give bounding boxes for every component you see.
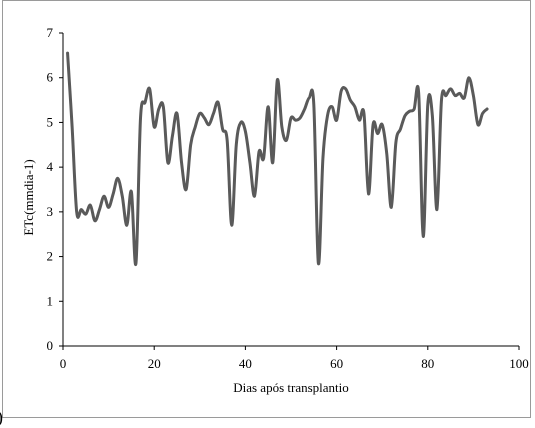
y-tick-label: 7 (47, 25, 54, 40)
y-tick-label: 5 (47, 114, 54, 129)
x-tick-label: 80 (421, 356, 434, 371)
y-tick-label: 6 (47, 70, 54, 85)
y-tick-label: 3 (47, 204, 54, 219)
corner-mark: ) (0, 407, 7, 427)
series-group (66, 51, 489, 266)
y-tick-label: 4 (47, 159, 54, 174)
y-tick-label: 0 (47, 338, 54, 353)
y-tick-label: 2 (47, 249, 54, 264)
series-line-0 (66, 51, 489, 266)
x-axis-title: Dias após transplantio (233, 380, 349, 395)
x-tick-label: 60 (330, 356, 343, 371)
axes (62, 33, 519, 347)
x-tick-label: 20 (148, 356, 161, 371)
x-tick-label: 40 (239, 356, 252, 371)
ticks (59, 32, 520, 350)
tick-labels: 0 1 2 3 4 5 6 7 0 20 40 60 80 100 (47, 25, 529, 371)
y-axis-title: ETc(mmdia-1) (21, 159, 36, 235)
x-tick-label: 0 (60, 356, 67, 371)
chart-frame (2, 0, 531, 418)
y-tick-label: 1 (47, 293, 54, 308)
x-tick-label: 100 (509, 356, 529, 371)
